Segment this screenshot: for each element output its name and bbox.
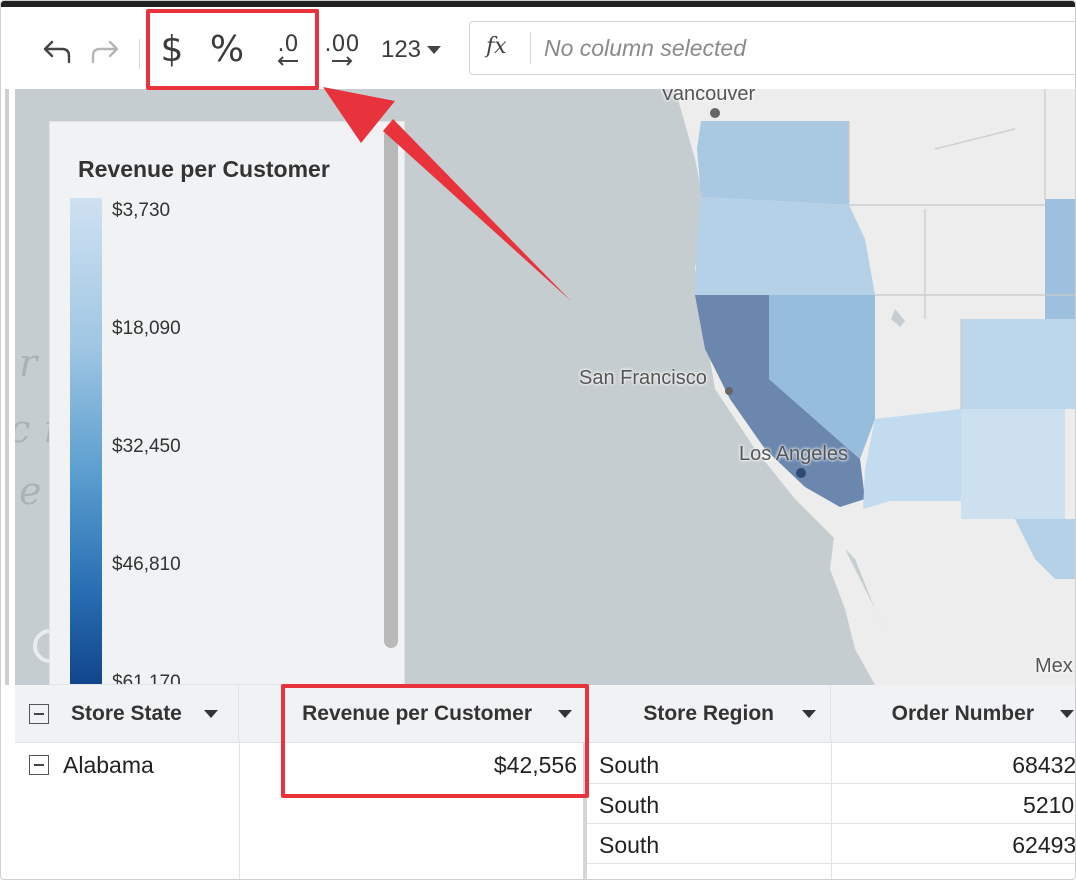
legend-label: $32,450 (112, 436, 181, 457)
column-header-label: Revenue per Customer (302, 701, 532, 725)
row-divider (587, 783, 1075, 784)
column-header-order-number[interactable]: Order Number (831, 685, 1075, 743)
country-label-mexico: Mex (1035, 655, 1073, 677)
toolbar-separator (139, 39, 140, 69)
scrollbar[interactable] (5, 89, 9, 685)
chevron-down-icon[interactable] (1060, 709, 1074, 718)
map-shapes (675, 89, 1075, 685)
table-cell-region[interactable]: South (599, 751, 660, 778)
format-toolbar: $ % .0 .00 123 fx No column selected (15, 7, 1075, 89)
column-header-label: Order Number (891, 701, 1034, 725)
redo-icon[interactable] (87, 33, 123, 69)
collapse-row-icon[interactable] (29, 755, 49, 775)
left-panel-edge (1, 89, 15, 685)
percent-format-button[interactable]: % (209, 28, 245, 70)
table-cell-order[interactable]: 684328 (835, 745, 1076, 785)
increase-decimal-label: .00 (324, 32, 360, 57)
column-header-revenue-per-customer[interactable]: Revenue per Customer (239, 685, 589, 743)
column-divider (583, 743, 587, 879)
revenue-value: $42,556 (493, 751, 577, 778)
table-cell-order[interactable]: 52106 (835, 785, 1075, 825)
legend-label: $46,810 (112, 554, 181, 575)
table-cell-region[interactable]: South (599, 791, 660, 818)
collapse-all-icon[interactable] (29, 703, 49, 724)
legend-title: Revenue per Customer (78, 156, 330, 182)
group-cell-revenue[interactable]: $42,556 (245, 745, 577, 785)
order-value: 684328 (1012, 751, 1076, 778)
formula-separator (530, 32, 531, 64)
legend-scrollbar[interactable] (384, 128, 398, 648)
increase-decimal-button[interactable]: .00 (317, 27, 367, 73)
city-dot-vancouver (710, 108, 720, 118)
arrow-right-icon (332, 56, 353, 66)
column-divider (831, 743, 832, 879)
table-cell-region[interactable]: South (599, 831, 660, 858)
currency-format-button[interactable]: $ (160, 28, 184, 70)
legend-label: $18,090 (112, 318, 181, 339)
state-nevada (769, 295, 875, 459)
chevron-down-icon (427, 46, 442, 54)
decrease-decimal-button[interactable]: .0 (267, 27, 309, 73)
window-top-border (1, 1, 1075, 7)
map-legend: Revenue per Customer $3,730 $18,090 $32,… (49, 121, 405, 685)
legend-label: $3,730 (112, 200, 171, 221)
state-new-mexico (961, 409, 1065, 519)
city-label-san-francisco: San Francisco (579, 367, 707, 389)
city-label-vancouver: Vancouver (661, 89, 756, 105)
column-header-label: Store State (71, 701, 182, 725)
legend-color-scale (70, 198, 102, 684)
order-value: 624935 (1012, 831, 1076, 858)
number-format-dropdown[interactable]: 123 (375, 33, 447, 67)
state-colorado (961, 319, 1075, 409)
city-dot-san-francisco (725, 387, 733, 395)
column-header-label: Store Region (643, 701, 774, 725)
column-divider (239, 743, 240, 879)
state-texas (1015, 519, 1075, 579)
state-oregon (695, 197, 875, 295)
number-format-label: 123 (380, 36, 422, 63)
fx-icon: fx (486, 34, 507, 59)
column-header-store-region[interactable]: Store Region (589, 685, 831, 743)
row-divider (587, 863, 1075, 864)
legend-label: $61,170 (112, 672, 181, 685)
order-value: 52106 (1023, 791, 1075, 818)
store-state-value: Alabama (63, 751, 154, 778)
city-label-los-angeles: Los Angeles (739, 443, 848, 465)
group-cell-store-state[interactable]: Alabama (29, 745, 239, 785)
formula-input[interactable]: No column selected (544, 35, 746, 61)
formula-bar[interactable]: fx No column selected (469, 21, 1075, 75)
state-arizona (863, 409, 961, 509)
chevron-down-icon[interactable] (203, 709, 218, 718)
chevron-down-icon[interactable] (558, 709, 572, 718)
city-dot-los-angeles (796, 468, 806, 478)
state-east (1045, 199, 1075, 319)
state-washington (697, 121, 849, 205)
column-header-store-state[interactable]: Store State (15, 685, 239, 743)
arrow-left-icon (277, 56, 298, 66)
undo-icon[interactable] (39, 33, 75, 69)
row-divider (587, 823, 1075, 824)
pivot-table: Store State Revenue per Customer Store R… (15, 685, 1076, 879)
table-cell-order[interactable]: 624935 (835, 825, 1076, 865)
state-california (695, 295, 865, 507)
chevron-down-icon[interactable] (802, 709, 816, 718)
decrease-decimal-label: .0 (277, 32, 299, 57)
